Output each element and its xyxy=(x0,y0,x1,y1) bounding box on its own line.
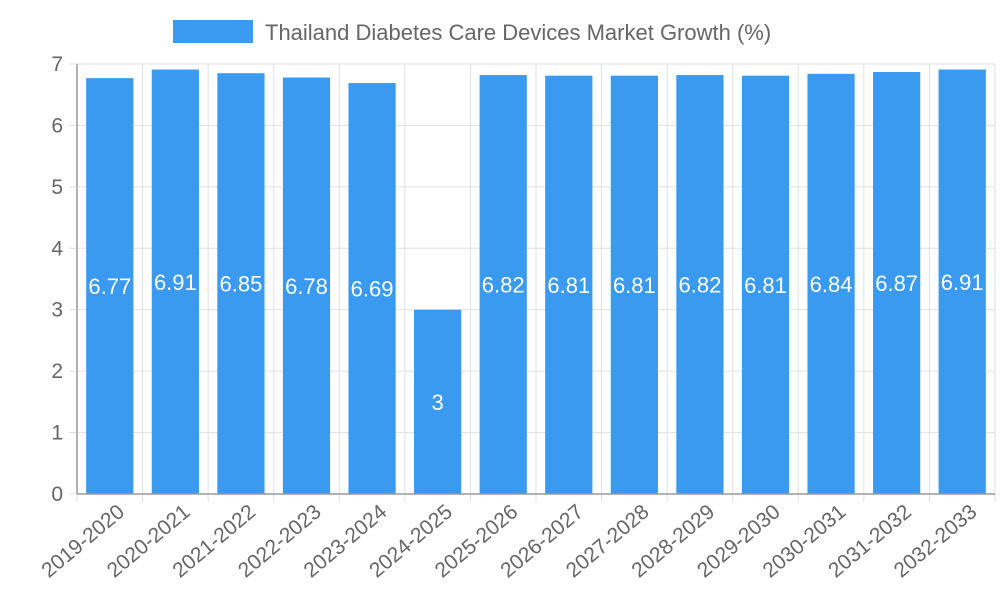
bar-value-label: 6.84 xyxy=(810,272,853,297)
bar-value-label: 3 xyxy=(432,390,444,415)
y-tick-label: 1 xyxy=(51,422,63,445)
bar-value-label: 6.82 xyxy=(482,273,525,298)
bar-value-label: 6.91 xyxy=(154,270,197,295)
bar[interactable] xyxy=(676,75,724,495)
y-tick-label: 5 xyxy=(51,176,63,199)
y-tick-label: 0 xyxy=(51,483,63,506)
bar[interactable] xyxy=(217,73,265,494)
gridlines xyxy=(76,63,996,502)
bar[interactable] xyxy=(741,75,790,495)
bar-value-label: 6.85 xyxy=(220,272,263,297)
y-tick-label: 6 xyxy=(51,114,63,137)
bar[interactable] xyxy=(86,78,134,494)
bar[interactable] xyxy=(348,83,396,495)
bars xyxy=(86,69,986,495)
y-tick-label: 7 xyxy=(51,53,63,76)
bar[interactable] xyxy=(414,309,462,494)
bar-value-label: 6.82 xyxy=(679,273,722,298)
legend-swatch xyxy=(173,20,253,43)
legend-label: Thailand Diabetes Care Devices Market Gr… xyxy=(265,20,771,45)
bar[interactable] xyxy=(282,77,331,494)
bar-value-label: 6.69 xyxy=(351,277,394,302)
bar-value-labels: 6.77 6.91 6.85 6.78 6.69 3 6.82 6.81 6.81 6.82 6.8… xyxy=(88,270,983,415)
bar[interactable] xyxy=(610,75,658,495)
y-axis-ticks: 0 1 2 3 4 5 6 7 xyxy=(51,53,77,506)
bar[interactable] xyxy=(151,69,199,495)
legend[interactable]: Thailand Diabetes Care Devices Market Gr… xyxy=(173,20,771,45)
bar[interactable] xyxy=(545,75,593,495)
x-axis-ticks: 2019-20202020-20212021-20222022-20232023… xyxy=(37,500,981,582)
bar-value-label: 6.81 xyxy=(613,273,656,298)
bar-value-label: 6.77 xyxy=(88,274,131,299)
bar-value-label: 6.78 xyxy=(285,274,328,299)
bar-value-label: 6.81 xyxy=(744,273,787,298)
bar[interactable] xyxy=(807,73,855,494)
y-tick-label: 3 xyxy=(51,299,63,322)
bar-value-label: 6.87 xyxy=(875,271,918,296)
y-tick-label: 2 xyxy=(51,360,63,383)
bar[interactable] xyxy=(873,71,921,494)
y-tick-label: 4 xyxy=(51,237,63,260)
bar[interactable] xyxy=(938,69,986,495)
bar-value-label: 6.91 xyxy=(941,270,984,295)
bar-value-label: 6.81 xyxy=(547,273,590,298)
bar[interactable] xyxy=(479,75,527,495)
